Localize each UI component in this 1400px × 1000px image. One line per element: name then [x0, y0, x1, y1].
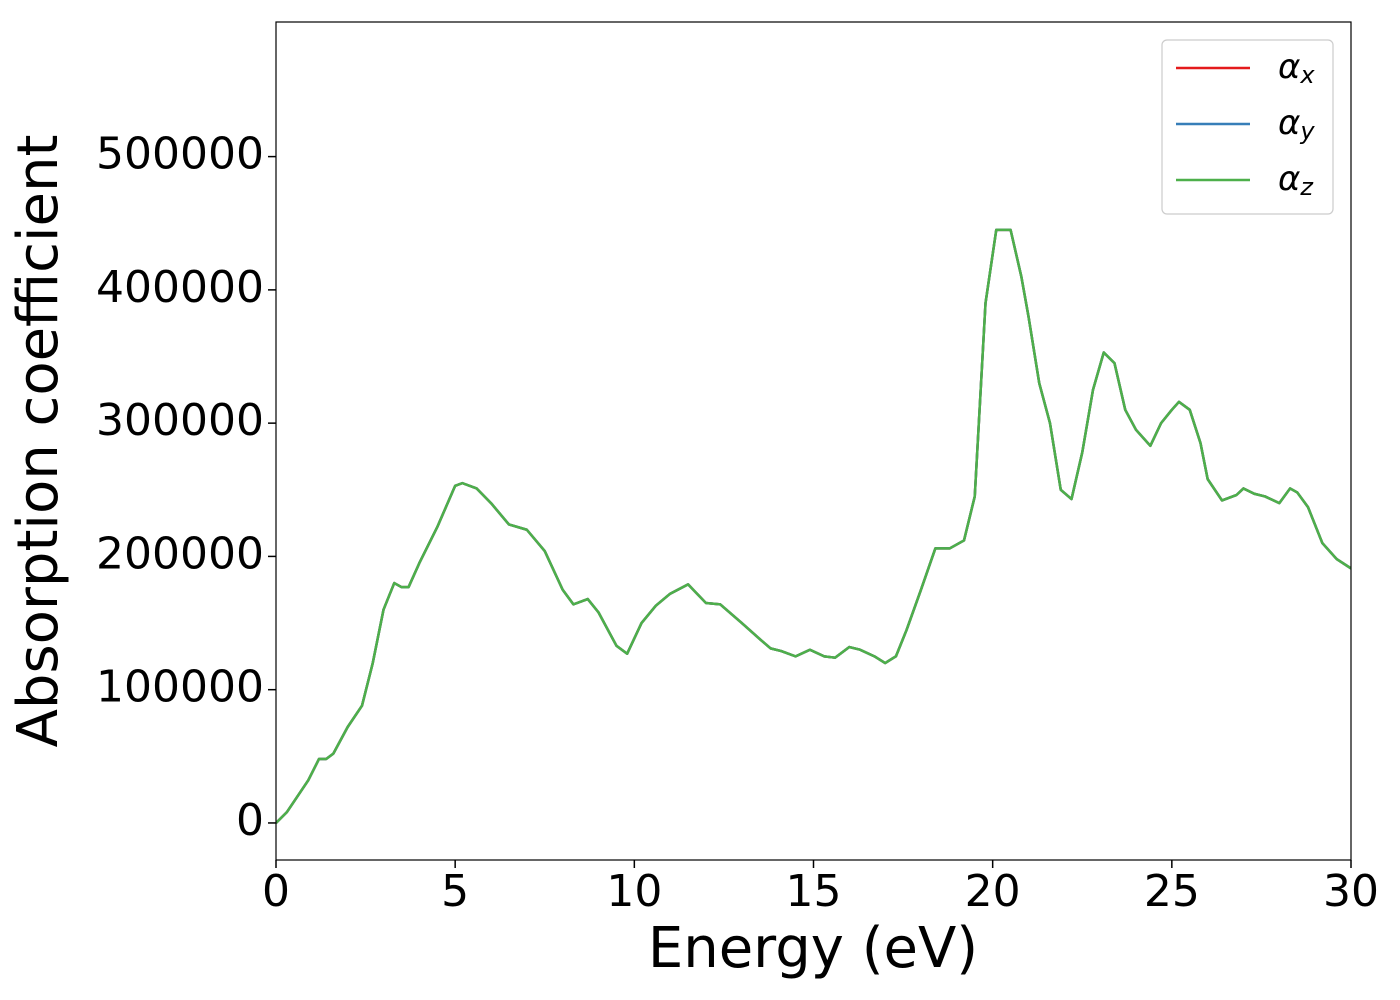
x-tick-label: 0	[262, 866, 290, 917]
x-tick-label: 30	[1323, 866, 1379, 917]
legend-box	[1161, 39, 1334, 215]
y-tick-label: 100000	[96, 662, 264, 713]
y-tick-label: 500000	[96, 129, 264, 180]
y-tick-label: 200000	[96, 528, 264, 579]
legend-label: αx	[1278, 47, 1315, 90]
x-axis-label: Energy (eV)	[648, 916, 978, 981]
x-tick-label: 25	[1144, 866, 1200, 917]
plot-frame	[275, 21, 1352, 861]
series-line	[276, 228, 1351, 824]
x-tick-label: 10	[606, 866, 662, 917]
x-tick-label: 5	[441, 866, 469, 917]
legend-label: αz	[1278, 159, 1314, 202]
y-tick-label: 400000	[96, 262, 264, 313]
y-tick-label: 300000	[96, 395, 264, 446]
legend-label: αy	[1278, 103, 1315, 146]
y-tick-label: 0	[236, 795, 264, 846]
y-axis-label: Absorption coefficient	[6, 135, 71, 748]
x-tick-label: 15	[786, 866, 842, 917]
x-tick-label: 20	[965, 866, 1021, 917]
